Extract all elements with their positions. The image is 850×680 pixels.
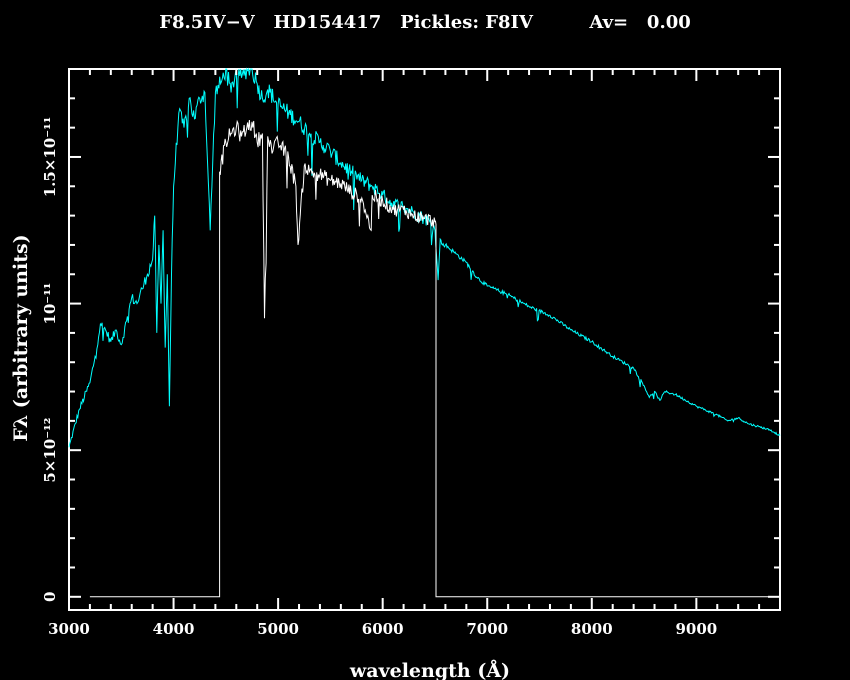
series-1-line [68, 67, 781, 448]
chart-title: F8.5IV−V HD154417 Pickles: F8IV Av= 0.00 [159, 12, 691, 33]
y-tick-label: 0 [41, 592, 59, 602]
series-group [68, 67, 781, 598]
x-axis-label: wavelength (Å) [349, 659, 510, 680]
x-tick-label: 9000 [675, 620, 717, 638]
y-tick-label: 5×10⁻¹² [41, 418, 59, 483]
x-tick-label: 6000 [362, 620, 404, 638]
x-tick-label: 7000 [466, 620, 508, 638]
x-tick-label: 5000 [257, 620, 299, 638]
x-tick-label: 8000 [571, 620, 613, 638]
y-axis-label: Fλ (arbitrary units) [10, 234, 32, 441]
y-tick-label: 1.5×10⁻¹¹ [41, 117, 59, 198]
x-tick-label: 3000 [48, 620, 90, 638]
ticks-group: 3000 4000 5000 6000 7000 8000 9000 0 5×10⁻¹² 10⁻¹… [41, 68, 781, 638]
x-tick-label: 4000 [153, 620, 195, 638]
y-tick-label: 10⁻¹¹ [41, 283, 59, 325]
series-2-line [89, 119, 780, 598]
